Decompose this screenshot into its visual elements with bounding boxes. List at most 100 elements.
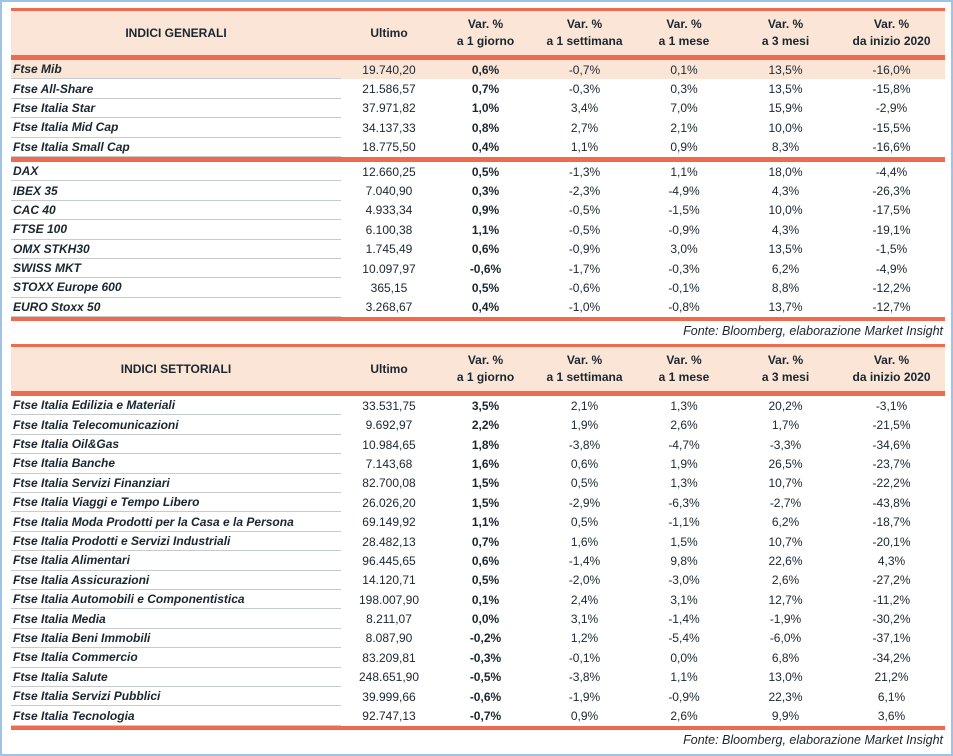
- column-header-var-3-mesi: Var. % a 3 mesi: [761, 17, 810, 48]
- value-ultimo: 9.692,97: [365, 418, 413, 433]
- index-name: Ftse Italia Prodotti e Servizi Industria…: [11, 532, 341, 552]
- table-row: Ftse Italia Mid Cap 34.137,33 0,8% 2,7% 2,1%…: [11, 118, 945, 138]
- value-var-3-mesi: 9,9%: [771, 709, 800, 724]
- value-var-1-mese: 3,0%: [670, 242, 698, 257]
- value-var-1-mese: 1,9%: [670, 456, 698, 471]
- value-ultimo: 82.700,08: [362, 476, 416, 491]
- value-var-1-giorno: -0,3%: [469, 650, 502, 665]
- value-var-da-inizio-2020: -18,7%: [872, 515, 911, 530]
- index-name: Ftse Italia Servizi Finanziari: [11, 474, 341, 494]
- value-var-1-giorno: 0,5%: [471, 164, 500, 179]
- value-var-3-mesi: 10,0%: [768, 203, 803, 218]
- value-var-1-giorno: 0,6%: [471, 242, 500, 257]
- table-row: Ftse Italia Servizi Pubblici 39.999,66 -0,…: [11, 687, 945, 707]
- value-var-1-settimana: 1,1%: [570, 140, 599, 155]
- value-ultimo: 34.137,33: [362, 120, 416, 135]
- value-var-da-inizio-2020: -34,6%: [872, 437, 911, 452]
- value-var-1-mese: -0,8%: [668, 300, 700, 315]
- index-name: Ftse Italia Mid Cap: [11, 118, 341, 138]
- index-name: EURO Stoxx 50: [11, 298, 341, 318]
- value-var-1-giorno: 0,4%: [471, 140, 500, 155]
- value-var-3-mesi: -3,3%: [769, 437, 802, 452]
- table-row: Ftse Italia Beni Immobili 8.087,90 -0,2% 1,…: [11, 629, 945, 649]
- index-name: Ftse Italia Commercio: [11, 648, 341, 668]
- value-var-1-giorno: 1,5%: [471, 495, 500, 510]
- value-var-1-giorno: -0,7%: [469, 709, 502, 724]
- table-title-text: INDICI GENERALI: [125, 25, 227, 40]
- value-var-1-settimana: -3,8%: [568, 670, 601, 685]
- value-var-da-inizio-2020: -4,9%: [875, 261, 908, 276]
- value-var-3-mesi: 4,3%: [771, 184, 800, 199]
- value-var-3-mesi: 8,8%: [771, 280, 800, 295]
- value-var-da-inizio-2020: -12,7%: [872, 300, 911, 315]
- table-bottom-line: [11, 317, 945, 322]
- value-var-da-inizio-2020: -2,9%: [875, 101, 908, 116]
- value-ultimo: 4.933,34: [365, 203, 413, 218]
- value-var-1-mese: 0,3%: [670, 82, 698, 97]
- index-name: Ftse Italia Moda Prodotti per la Casa e …: [11, 512, 341, 532]
- value-var-1-settimana: 0,5%: [570, 515, 599, 530]
- value-var-1-settimana: -1,9%: [568, 689, 601, 704]
- index-name: Ftse Mib: [11, 60, 341, 80]
- value-var-1-settimana: 2,4%: [570, 592, 599, 607]
- table-row: Ftse Italia Automobili e Componentistica…: [11, 590, 945, 610]
- value-ultimo: 198.007,90: [358, 592, 420, 607]
- table-row: EURO Stoxx 50 3.268,67 0,4% -1,0% -0,8% 13,7%…: [11, 298, 945, 318]
- value-var-1-settimana: -2,9%: [568, 495, 601, 510]
- index-name: Ftse Italia Salute: [11, 668, 341, 687]
- value-var-1-settimana: 1,9%: [570, 418, 599, 433]
- value-var-1-settimana: -0,9%: [568, 242, 601, 257]
- table-row: CAC 40 4.933,34 0,9% -0,5% -1,5% 10,0% -17,5%: [11, 201, 945, 221]
- value-var-1-settimana: -1,7%: [568, 261, 601, 276]
- value-var-da-inizio-2020: 21,2%: [874, 670, 909, 685]
- value-var-1-mese: -0,1%: [668, 280, 700, 295]
- index-name: SWISS MKT: [11, 259, 341, 279]
- column-header-var-1-giorno: Var. % a 1 giorno: [456, 17, 515, 48]
- value-var-1-settimana: 3,4%: [570, 101, 599, 116]
- value-var-da-inizio-2020: -15,8%: [872, 82, 911, 97]
- value-var-3-mesi: 13,0%: [768, 670, 803, 685]
- value-ultimo: 8.087,90: [365, 631, 413, 646]
- value-var-1-giorno: 1,1%: [471, 222, 500, 237]
- index-name: Ftse Italia Servizi Pubblici: [11, 687, 341, 707]
- value-var-1-giorno: 1,0%: [471, 101, 500, 116]
- table-row: Ftse Italia Edilizia e Materiali 33.531,7…: [11, 396, 945, 416]
- value-var-1-mese: 0,0%: [670, 650, 698, 665]
- value-var-1-giorno: 1,8%: [471, 437, 500, 452]
- value-var-1-giorno: 0,6%: [471, 553, 500, 568]
- column-header-var-3-mesi: Var. % a 3 mesi: [761, 353, 810, 385]
- header-separator-line: [11, 55, 945, 60]
- value-var-1-settimana: 2,1%: [570, 398, 599, 413]
- table-row: Ftse Italia Media 8.211,07 0,0% 3,1% -1,4% -1…: [11, 609, 945, 629]
- column-header-var-da-inizio-2020: Var. % da inizio 2020: [852, 17, 931, 48]
- value-var-3-mesi: 1,7%: [771, 418, 800, 433]
- value-var-3-mesi: 15,9%: [768, 101, 803, 116]
- value-var-da-inizio-2020: -23,7%: [872, 456, 911, 471]
- value-var-3-mesi: 10,7%: [768, 476, 803, 491]
- value-var-1-settimana: -3,8%: [568, 437, 601, 452]
- index-name: Ftse Italia Banche: [11, 454, 341, 474]
- index-name: CAC 40: [11, 201, 341, 221]
- table-row: Ftse Italia Small Cap 18.775,50 0,4% 1,1% 0,…: [11, 138, 945, 157]
- table-row: SWISS MKT 10.097,97 -0,6% -1,7% -0,3% 6,2% -4,…: [11, 259, 945, 279]
- value-var-1-mese: 0,9%: [670, 140, 698, 155]
- value-ultimo: 96.445,65: [362, 553, 416, 568]
- table-header-row: INDICI SETTORIALI Ultimo Var. % a 1 gior…: [11, 344, 945, 392]
- value-var-1-mese: 1,5%: [670, 534, 698, 549]
- index-name: Ftse All-Share: [11, 79, 341, 99]
- value-ultimo: 14.120,71: [362, 573, 416, 588]
- index-name: Ftse Italia Viaggi e Tempo Libero: [11, 493, 341, 513]
- column-header-ultimo: Ultimo: [370, 361, 408, 376]
- value-var-1-settimana: 1,6%: [570, 534, 599, 549]
- column-header-var-1-giorno: Var. % a 1 giorno: [456, 353, 515, 385]
- value-var-1-settimana: -0,5%: [568, 203, 601, 218]
- table-row: Ftse Italia Commercio 83.209,81 -0,3% -0,1%…: [11, 648, 945, 668]
- table-title: INDICI SETTORIALI: [11, 347, 341, 391]
- value-var-1-mese: -1,1%: [668, 515, 700, 530]
- index-name: FTSE 100: [11, 220, 341, 240]
- table-title: INDICI GENERALI: [11, 11, 341, 55]
- table-row: Ftse Italia Prodotti e Servizi Industria…: [11, 532, 945, 552]
- value-var-3-mesi: 6,2%: [771, 515, 800, 530]
- value-var-1-settimana: 0,6%: [570, 456, 599, 471]
